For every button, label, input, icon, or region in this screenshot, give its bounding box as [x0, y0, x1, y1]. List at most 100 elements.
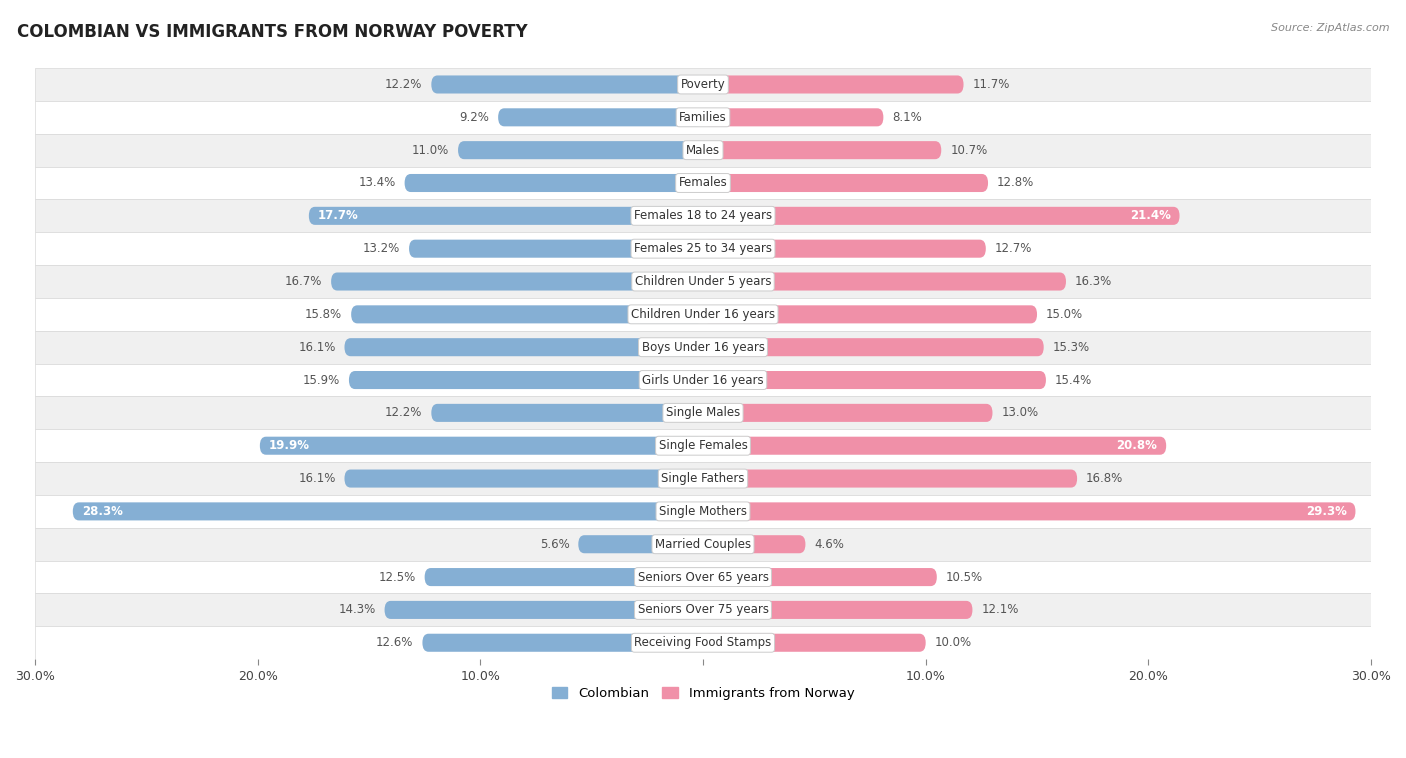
FancyBboxPatch shape	[703, 601, 973, 619]
FancyBboxPatch shape	[35, 561, 1371, 594]
FancyBboxPatch shape	[344, 338, 703, 356]
Text: 16.1%: 16.1%	[298, 472, 336, 485]
Text: 11.7%: 11.7%	[973, 78, 1010, 91]
FancyBboxPatch shape	[35, 396, 1371, 429]
Text: 8.1%: 8.1%	[893, 111, 922, 124]
Text: 13.0%: 13.0%	[1001, 406, 1039, 419]
Text: 12.8%: 12.8%	[997, 177, 1035, 190]
Text: 16.1%: 16.1%	[298, 340, 336, 354]
FancyBboxPatch shape	[35, 429, 1371, 462]
FancyBboxPatch shape	[344, 469, 703, 487]
Text: COLOMBIAN VS IMMIGRANTS FROM NORWAY POVERTY: COLOMBIAN VS IMMIGRANTS FROM NORWAY POVE…	[17, 23, 527, 41]
FancyBboxPatch shape	[352, 305, 703, 324]
FancyBboxPatch shape	[703, 76, 963, 93]
Text: 13.2%: 13.2%	[363, 242, 401, 255]
Text: 19.9%: 19.9%	[269, 439, 309, 453]
FancyBboxPatch shape	[35, 528, 1371, 561]
FancyBboxPatch shape	[330, 272, 703, 290]
FancyBboxPatch shape	[703, 272, 1066, 290]
Text: 29.3%: 29.3%	[1306, 505, 1347, 518]
FancyBboxPatch shape	[35, 594, 1371, 626]
Text: Females 25 to 34 years: Females 25 to 34 years	[634, 242, 772, 255]
Text: Seniors Over 75 years: Seniors Over 75 years	[637, 603, 769, 616]
FancyBboxPatch shape	[35, 265, 1371, 298]
FancyBboxPatch shape	[703, 404, 993, 422]
Text: 16.8%: 16.8%	[1085, 472, 1123, 485]
FancyBboxPatch shape	[35, 298, 1371, 330]
Text: 16.7%: 16.7%	[285, 275, 322, 288]
Text: Males: Males	[686, 144, 720, 157]
FancyBboxPatch shape	[703, 141, 941, 159]
Text: 28.3%: 28.3%	[82, 505, 122, 518]
Text: 10.7%: 10.7%	[950, 144, 987, 157]
FancyBboxPatch shape	[73, 503, 703, 521]
FancyBboxPatch shape	[703, 371, 1046, 389]
Text: 15.3%: 15.3%	[1053, 340, 1090, 354]
FancyBboxPatch shape	[349, 371, 703, 389]
FancyBboxPatch shape	[35, 364, 1371, 396]
Text: 12.7%: 12.7%	[994, 242, 1032, 255]
FancyBboxPatch shape	[309, 207, 703, 225]
FancyBboxPatch shape	[703, 305, 1038, 324]
Text: Receiving Food Stamps: Receiving Food Stamps	[634, 636, 772, 650]
FancyBboxPatch shape	[405, 174, 703, 192]
Text: 10.5%: 10.5%	[946, 571, 983, 584]
Text: 4.6%: 4.6%	[814, 537, 844, 551]
Text: Girls Under 16 years: Girls Under 16 years	[643, 374, 763, 387]
FancyBboxPatch shape	[458, 141, 703, 159]
Text: Single Fathers: Single Fathers	[661, 472, 745, 485]
Text: Single Females: Single Females	[658, 439, 748, 453]
Text: 15.4%: 15.4%	[1054, 374, 1092, 387]
Text: Females: Females	[679, 177, 727, 190]
Text: 13.4%: 13.4%	[359, 177, 395, 190]
Text: 12.6%: 12.6%	[377, 636, 413, 650]
FancyBboxPatch shape	[432, 404, 703, 422]
Text: 15.0%: 15.0%	[1046, 308, 1083, 321]
FancyBboxPatch shape	[703, 503, 1355, 521]
FancyBboxPatch shape	[35, 101, 1371, 133]
FancyBboxPatch shape	[703, 634, 925, 652]
FancyBboxPatch shape	[703, 174, 988, 192]
Text: Single Mothers: Single Mothers	[659, 505, 747, 518]
FancyBboxPatch shape	[703, 437, 1166, 455]
Text: Single Males: Single Males	[666, 406, 740, 419]
Text: Boys Under 16 years: Boys Under 16 years	[641, 340, 765, 354]
Text: Seniors Over 65 years: Seniors Over 65 years	[637, 571, 769, 584]
FancyBboxPatch shape	[703, 108, 883, 127]
Text: 12.1%: 12.1%	[981, 603, 1019, 616]
FancyBboxPatch shape	[703, 469, 1077, 487]
Text: 12.2%: 12.2%	[385, 406, 422, 419]
FancyBboxPatch shape	[425, 568, 703, 586]
FancyBboxPatch shape	[35, 462, 1371, 495]
Text: 10.0%: 10.0%	[935, 636, 972, 650]
FancyBboxPatch shape	[409, 240, 703, 258]
Text: 12.2%: 12.2%	[385, 78, 422, 91]
Text: 17.7%: 17.7%	[318, 209, 359, 222]
Text: Children Under 16 years: Children Under 16 years	[631, 308, 775, 321]
Text: 11.0%: 11.0%	[412, 144, 449, 157]
FancyBboxPatch shape	[35, 167, 1371, 199]
FancyBboxPatch shape	[432, 76, 703, 93]
FancyBboxPatch shape	[35, 495, 1371, 528]
FancyBboxPatch shape	[35, 133, 1371, 167]
Text: 14.3%: 14.3%	[339, 603, 375, 616]
FancyBboxPatch shape	[35, 232, 1371, 265]
FancyBboxPatch shape	[703, 535, 806, 553]
FancyBboxPatch shape	[703, 568, 936, 586]
Text: 5.6%: 5.6%	[540, 537, 569, 551]
FancyBboxPatch shape	[422, 634, 703, 652]
Text: Source: ZipAtlas.com: Source: ZipAtlas.com	[1271, 23, 1389, 33]
Text: 15.8%: 15.8%	[305, 308, 342, 321]
Text: 16.3%: 16.3%	[1076, 275, 1112, 288]
FancyBboxPatch shape	[703, 338, 1043, 356]
FancyBboxPatch shape	[35, 626, 1371, 659]
FancyBboxPatch shape	[35, 199, 1371, 232]
Text: Children Under 5 years: Children Under 5 years	[634, 275, 772, 288]
FancyBboxPatch shape	[35, 68, 1371, 101]
FancyBboxPatch shape	[498, 108, 703, 127]
FancyBboxPatch shape	[703, 240, 986, 258]
Text: 9.2%: 9.2%	[460, 111, 489, 124]
FancyBboxPatch shape	[703, 207, 1180, 225]
FancyBboxPatch shape	[578, 535, 703, 553]
Text: Families: Families	[679, 111, 727, 124]
